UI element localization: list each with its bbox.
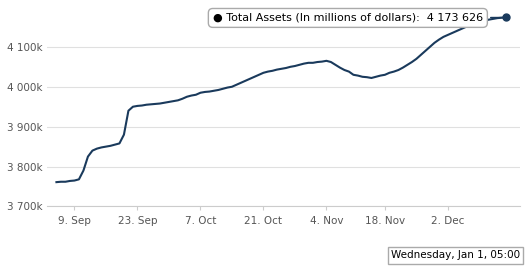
Text: ● Total Assets (In millions of dollars):  4 173 626: ● Total Assets (In millions of dollars):…: [213, 13, 503, 23]
Text: Wednesday, Jan 1, 05:00: Wednesday, Jan 1, 05:00: [391, 250, 520, 260]
